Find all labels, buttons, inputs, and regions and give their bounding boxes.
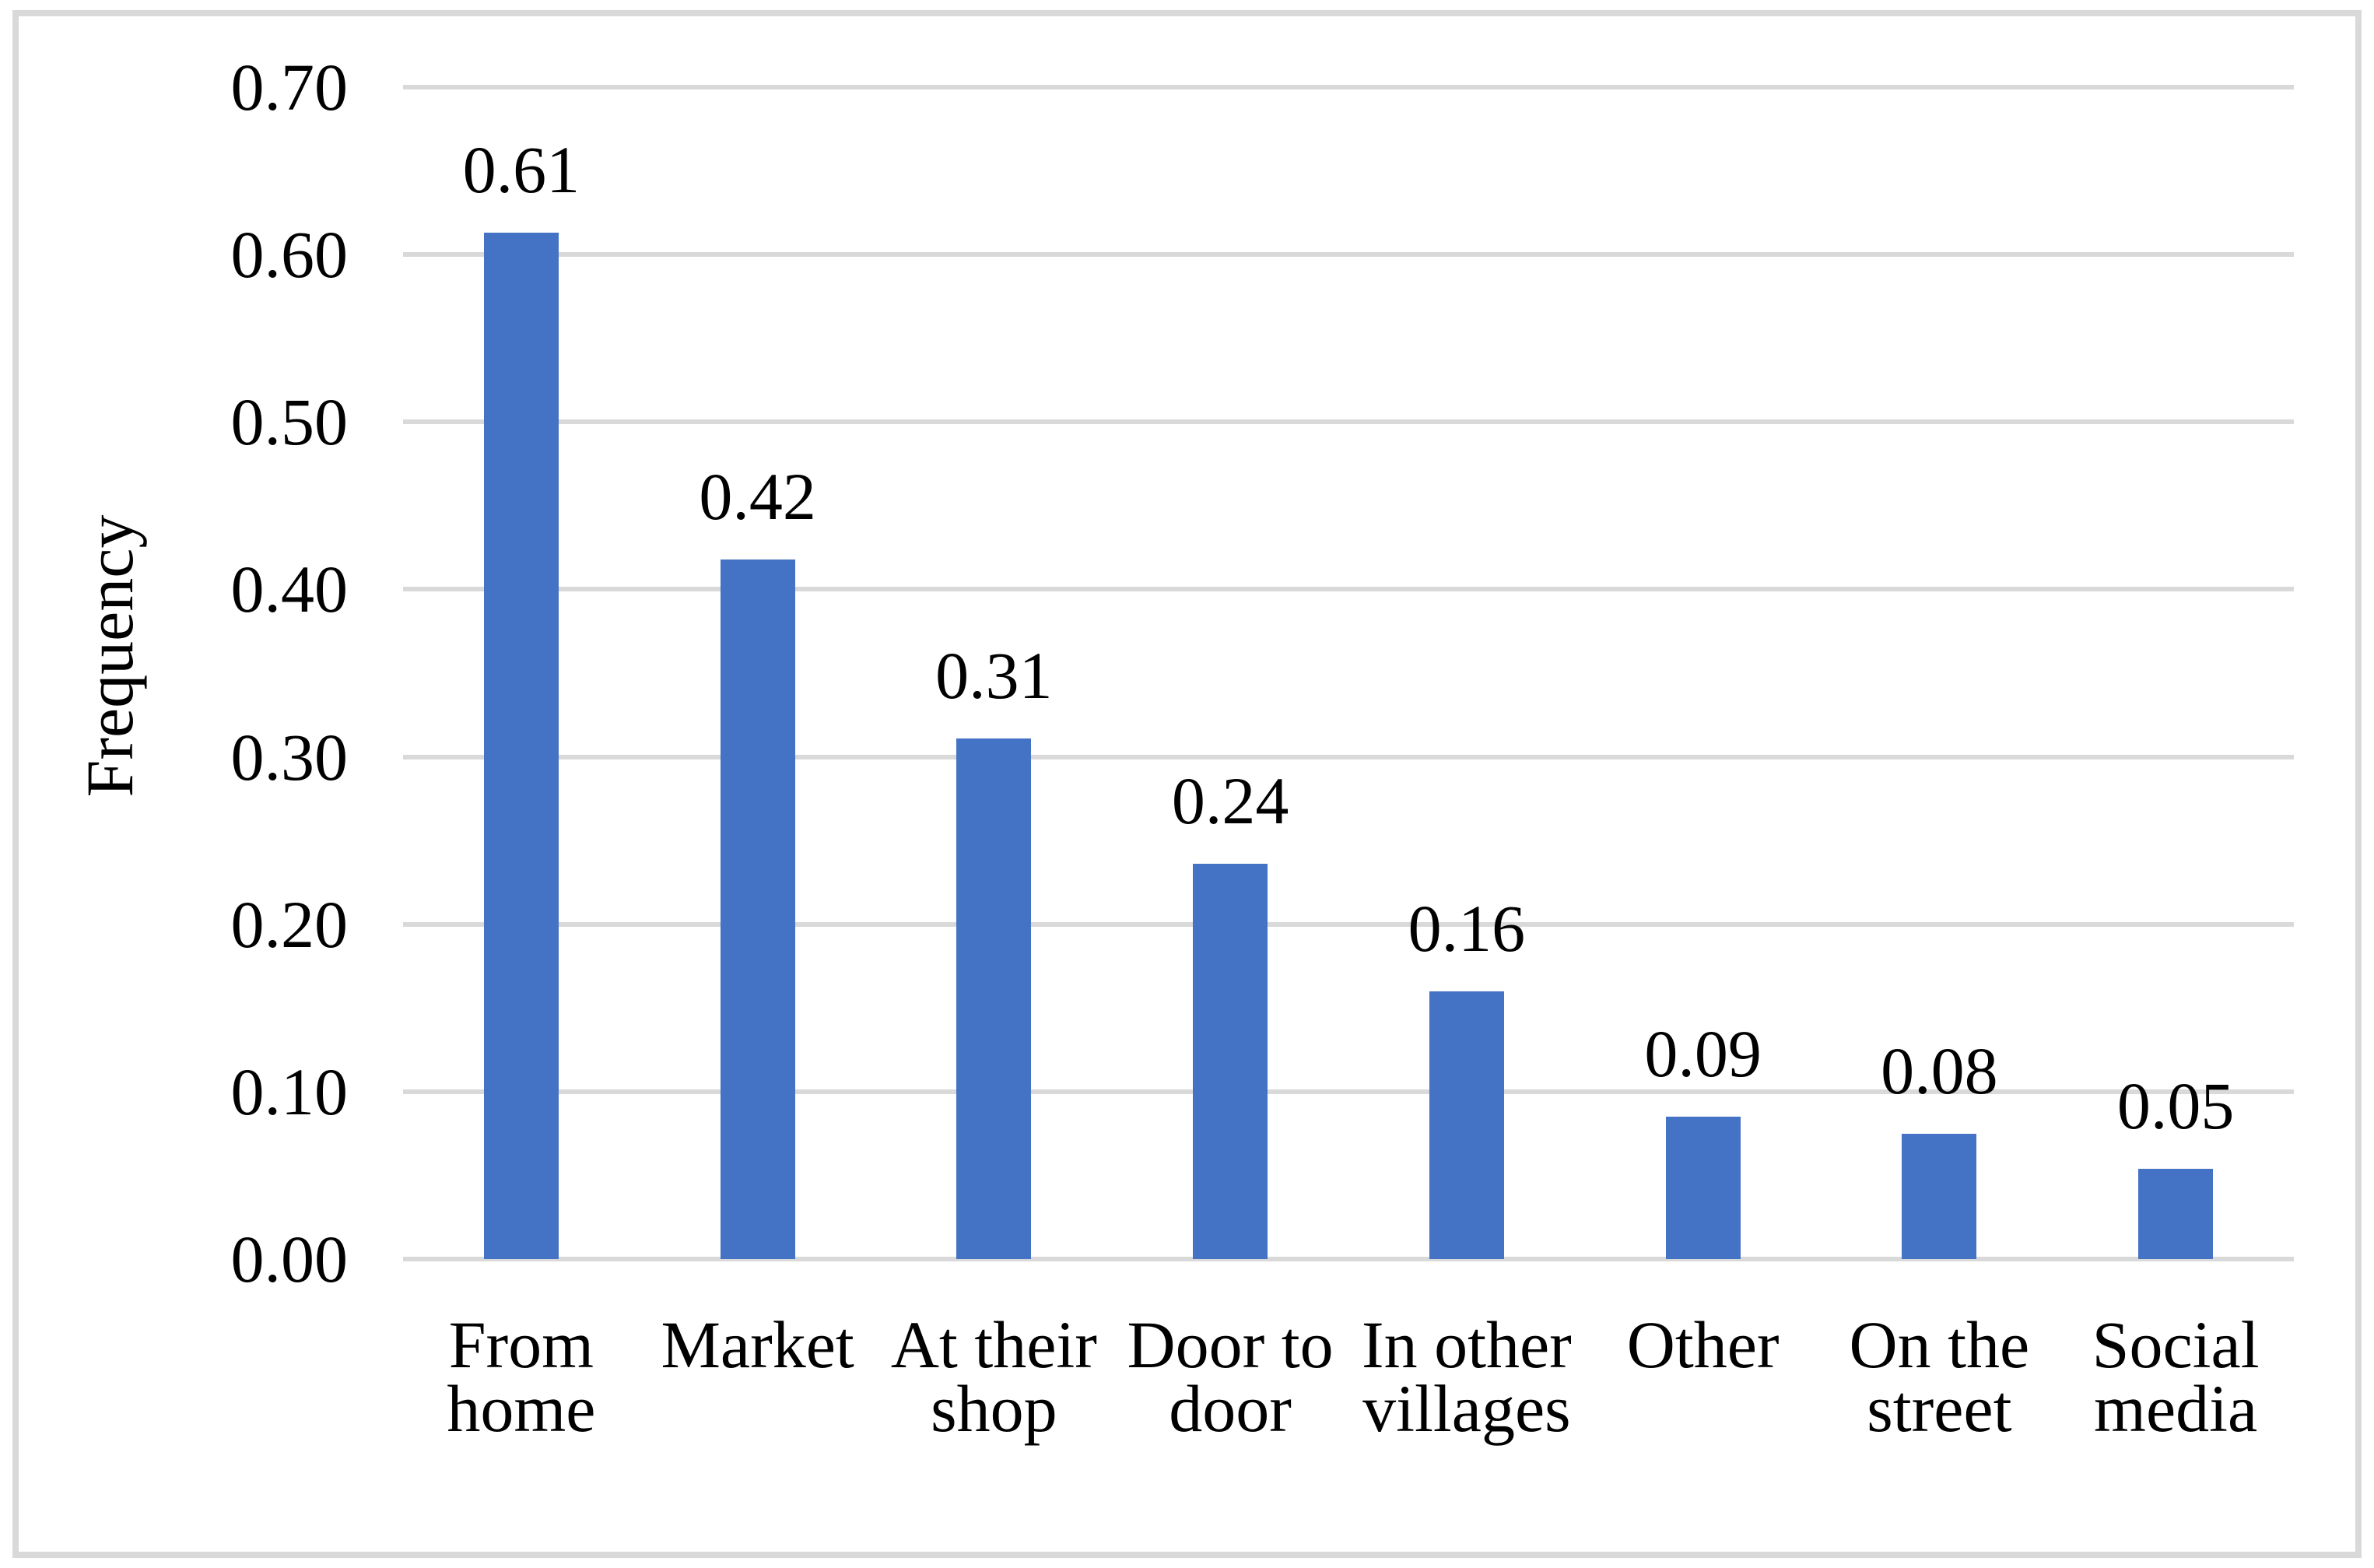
x-category-label-line: Social [2092,1307,2260,1382]
data-label: 0.42 [699,458,816,534]
gridline [403,419,2294,425]
data-label: 0.24 [1171,763,1289,839]
y-tick-label: 0.50 [230,384,349,460]
gridline [403,1089,2294,1094]
y-tick-label: 0.40 [230,552,349,627]
gridline [403,85,2294,89]
data-label: 0.05 [2116,1068,2235,1143]
y-tick-label: 0.10 [230,1054,349,1129]
x-category-label-line: villages [1362,1371,1571,1446]
x-category-label-line: home [447,1371,596,1446]
gridline [403,921,2294,927]
bar-door-to-door [1193,864,1268,1259]
bar-in-other-villages [1429,991,1504,1259]
data-label: 0.08 [1881,1033,1998,1108]
x-category-label: In other villages [1334,1307,1599,1446]
x-axis-line [403,1257,2294,1261]
x-category-label-line: door [1169,1371,1292,1446]
y-tick-label: 0.20 [230,886,349,962]
x-category-label: Social media [2043,1307,2308,1446]
y-tick-label: 0.60 [230,217,349,293]
bar-social-media [2138,1168,2214,1259]
bar-at-their-shop [956,738,1032,1259]
x-category-label-line: Other [1626,1307,1780,1382]
y-tick-label: 0.30 [230,719,349,795]
bar-on-the-street [1902,1133,1977,1259]
data-label: 0.31 [935,637,1053,713]
bar-market [720,559,795,1259]
x-category-label: At their shop [861,1307,1126,1446]
x-category-label: Market [626,1307,890,1382]
x-category-label-line: shop [931,1371,1057,1446]
x-category-label-line: At their [890,1307,1097,1382]
y-tick-label: 0.00 [230,1222,349,1296]
y-tick-label: 0.70 [230,50,349,125]
x-category-label-line: street [1867,1371,2012,1446]
x-category-label: Other [1571,1307,1836,1382]
data-label: 0.16 [1408,890,1526,966]
x-category-label: On the street [1807,1307,2071,1446]
x-category-label: From home [389,1307,654,1446]
x-category-label-line: Market [661,1307,854,1382]
gridline [403,252,2294,258]
gridline [403,587,2294,592]
x-category-label: Door to door [1098,1307,1362,1446]
bar-from-home [483,233,559,1259]
x-category-label-line: On the [1849,1307,2030,1382]
bar-other [1665,1117,1741,1259]
data-label: 0.61 [462,132,580,208]
data-label: 0.09 [1644,1016,1762,1092]
x-category-label-line: In other [1361,1307,1572,1382]
chart-frame [12,10,2362,1558]
gridline [403,754,2294,759]
x-category-label-line: From [448,1307,594,1382]
x-category-label-line: Door to [1127,1307,1334,1382]
x-category-label-line: media [2094,1371,2258,1446]
